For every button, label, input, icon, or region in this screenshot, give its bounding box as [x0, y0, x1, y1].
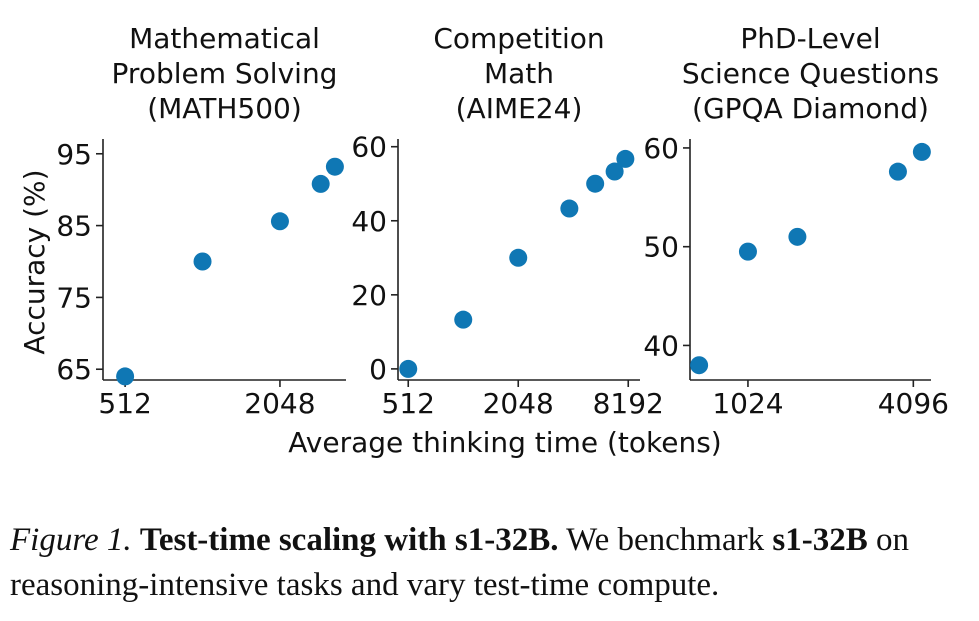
panel-2-data-point	[605, 162, 624, 181]
caption-model: s1-32B	[772, 522, 868, 558]
panel-3-data-point	[788, 227, 807, 246]
panel-3-title-line: (GPQA Diamond)	[692, 92, 929, 125]
caption-text-2: on reasoning-intensive tasks and vary te…	[10, 522, 909, 603]
panel-1-title-line: Mathematical	[129, 22, 320, 55]
panel-1-title-line: (MATH500)	[147, 92, 302, 125]
panel-2-data-point	[560, 199, 579, 218]
panel-2-y-tick-label: 40	[351, 205, 387, 238]
caption-text-1: We benchmark	[566, 522, 765, 558]
panel-1-data-point	[116, 367, 135, 386]
panel-1-data-point	[311, 174, 330, 193]
panel-1-data-point	[193, 252, 212, 271]
panel-3-y-tick-label: 50	[643, 231, 679, 264]
panel-3-y-tick-label: 40	[643, 329, 679, 362]
panel-2-data-point	[399, 359, 418, 378]
panel-2-title-line: Competition	[433, 22, 604, 55]
shared-y-axis-label: Accuracy (%)	[18, 169, 51, 354]
panel-3-data-point	[738, 242, 757, 261]
panel-2-y-tick-label: 0	[369, 353, 387, 386]
panel-2-data-point	[509, 248, 528, 267]
panel-2-title-line: Math	[484, 57, 554, 90]
panel-2-data-point	[616, 149, 635, 168]
panel-3-data-point	[888, 162, 907, 181]
panel-3-title-line: Science Questions	[682, 57, 939, 90]
panel-2-data-point	[454, 310, 473, 329]
panel-2-data-point	[586, 174, 605, 193]
caption-label: Figure 1.	[10, 522, 132, 558]
panel-2-y-tick-label: 20	[351, 279, 387, 312]
panel-2-y-tick-label: 60	[351, 131, 387, 164]
panel-1-data-point	[270, 212, 289, 231]
panel-1-x-tick-label: 512	[98, 387, 151, 420]
figure-caption: Figure 1. Test-time scaling with s1-32B.…	[10, 518, 975, 608]
panel-3-x-tick-label: 4096	[878, 387, 949, 420]
panel-3-x-tick-label: 1024	[712, 387, 783, 420]
panel-2-x-tick-label: 2048	[483, 387, 554, 420]
panel-3-y-tick-label: 60	[643, 132, 679, 165]
panel-1-y-tick-label: 95	[56, 138, 92, 171]
panel-3-data-point	[690, 356, 709, 375]
panel-3-title-line: PhD-Level	[740, 22, 880, 55]
panel-2-x-tick-label: 8192	[593, 387, 664, 420]
panel-2-x-tick-label: 512	[382, 387, 435, 420]
panel-1-y-tick-label: 85	[56, 210, 92, 243]
panel-1-x-tick-label: 2048	[244, 387, 315, 420]
panel-3-data-point	[912, 142, 931, 161]
figure-panels: Average thinking time (tokens) Accuracy …	[18, 22, 949, 459]
shared-x-axis-label: Average thinking time (tokens)	[288, 426, 721, 459]
panel-1-title-line: Problem Solving	[112, 57, 338, 90]
panel-1-y-tick-label: 65	[56, 353, 92, 386]
caption-title: Test-time scaling with s1-32B.	[139, 522, 559, 558]
panel-1-y-tick-label: 75	[56, 281, 92, 314]
panel-1-data-point	[325, 157, 344, 176]
panel-2-title-line: (AIME24)	[456, 92, 583, 125]
